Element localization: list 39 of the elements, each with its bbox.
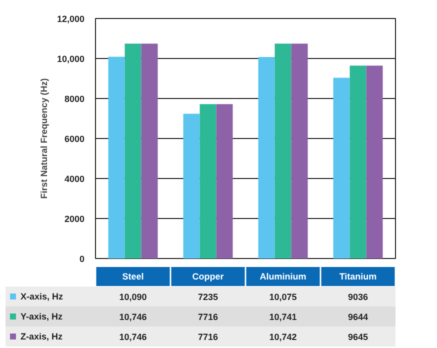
data-label: 7716 [198, 312, 218, 322]
y-tick-label: 10,000 [56, 54, 85, 64]
data-label: 9036 [348, 292, 368, 302]
data-label: 10,090 [119, 292, 147, 302]
bar [216, 104, 233, 258]
bar [350, 66, 366, 258]
bar [141, 44, 158, 258]
bar [108, 56, 125, 258]
x-tick-label: Titanium [339, 272, 377, 282]
data-label: 7716 [198, 332, 218, 342]
y-tick-label: 0 [79, 254, 85, 264]
bar [291, 44, 308, 258]
data-label: 10,746 [119, 332, 147, 342]
x-tick-label: Copper [192, 272, 224, 282]
y-tick-label: 6000 [64, 134, 85, 144]
bar [333, 78, 350, 258]
data-label: 10,746 [119, 312, 147, 322]
bar [274, 44, 292, 258]
y-tick-label: 2000 [64, 214, 85, 224]
legend-label: Y-axis, Hz [20, 312, 64, 322]
bar [200, 104, 216, 258]
data-label: 9644 [348, 312, 368, 322]
legend-label: Z-axis, Hz [20, 332, 64, 342]
x-tick-label: Steel [122, 272, 144, 282]
y-tick-label: 4000 [64, 174, 85, 184]
x-tick-label: Aluminium [260, 272, 306, 282]
bar [183, 114, 200, 258]
bar [124, 44, 142, 258]
y-tick-label: 12,000 [56, 14, 85, 24]
y-axis-title: First Natural Frequency (Hz) [38, 78, 49, 199]
data-label: 10,075 [269, 292, 297, 302]
data-label: 10,742 [269, 332, 297, 342]
bar [258, 57, 275, 258]
data-label: 10,741 [269, 312, 297, 322]
bar [366, 66, 383, 258]
data-label: 7235 [198, 292, 218, 302]
data-label: 9645 [348, 332, 368, 342]
legend-label: X-axis, Hz [20, 292, 64, 302]
y-tick-label: 8000 [64, 94, 85, 104]
